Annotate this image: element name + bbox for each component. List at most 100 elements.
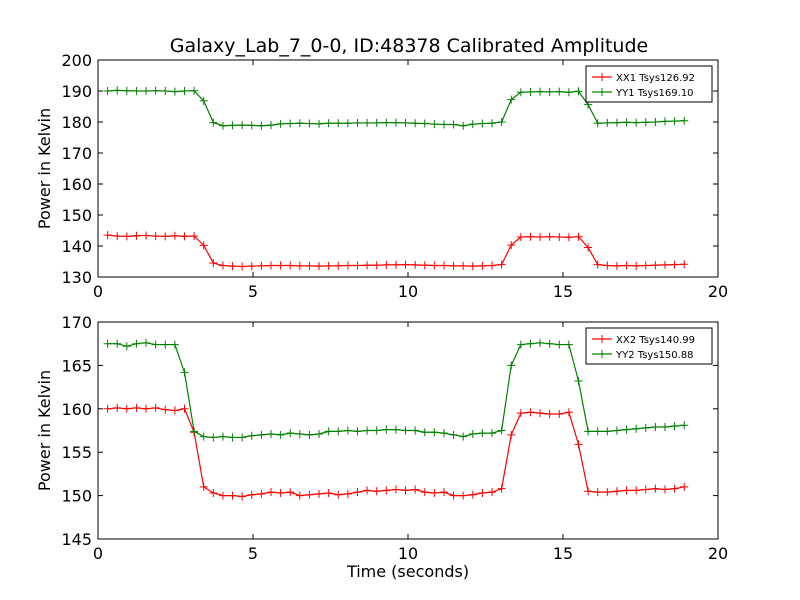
data-point [161, 405, 170, 414]
data-point [603, 118, 612, 127]
data-point [459, 261, 468, 270]
data-point [209, 488, 218, 497]
y-tick-label: 165 [61, 356, 92, 375]
y-tick-label: 170 [61, 313, 92, 332]
data-point [247, 262, 256, 271]
data-point [257, 261, 266, 270]
data-point [497, 484, 506, 493]
data-point [459, 432, 468, 441]
data-point [391, 425, 400, 434]
data-point [420, 261, 429, 270]
data-point [372, 261, 381, 270]
data-point [622, 425, 631, 434]
y-tick-label: 190 [61, 82, 92, 101]
data-point [324, 488, 333, 497]
series-xx1 [103, 231, 689, 271]
data-point [603, 488, 612, 497]
data-point [286, 429, 295, 438]
data-point [132, 87, 141, 95]
data-point [247, 121, 256, 130]
data-point [218, 261, 227, 270]
data-point [132, 231, 141, 240]
data-point [228, 121, 237, 130]
data-point [411, 426, 420, 435]
data-point [545, 410, 554, 419]
data-point [286, 119, 295, 128]
data-point [680, 421, 689, 430]
data-point [382, 118, 391, 127]
data-point [199, 96, 208, 105]
series-yy2 [103, 338, 689, 442]
data-point [574, 87, 583, 96]
x-tick-label: 10 [398, 282, 418, 301]
y-axis-label: Power in Kelvin [35, 108, 54, 229]
data-point [238, 492, 247, 501]
data-point [257, 430, 266, 439]
data-point [680, 482, 689, 491]
data-point [305, 430, 314, 439]
data-point [372, 426, 381, 435]
top-plot: 0 5 10 15 20 130 140 150 160 170 180 190 200 Power in… [35, 51, 728, 301]
data-point [555, 410, 564, 419]
data-point [603, 427, 612, 436]
data-point [257, 489, 266, 498]
data-point [632, 118, 641, 127]
data-point [430, 428, 439, 437]
data-point [209, 118, 218, 127]
data-point [199, 241, 208, 250]
x-tick-label: 5 [248, 544, 258, 563]
data-point [238, 433, 247, 442]
data-point [468, 429, 477, 438]
data-point [151, 232, 160, 241]
data-point [122, 342, 131, 351]
data-point [276, 261, 285, 270]
data-point [641, 423, 650, 432]
data-point [401, 486, 410, 495]
data-point [122, 404, 131, 413]
data-point [286, 261, 295, 270]
data-point [593, 427, 602, 436]
data-point [612, 261, 621, 270]
data-point [142, 231, 151, 240]
data-point [132, 339, 141, 348]
data-point [660, 485, 669, 494]
data-point [266, 261, 275, 270]
data-point [526, 87, 535, 96]
data-point [103, 339, 112, 348]
data-point [584, 427, 593, 436]
data-point [468, 490, 477, 499]
data-point [363, 261, 372, 270]
legend-marker [598, 350, 606, 358]
y-tick-label: 200 [61, 51, 92, 70]
data-point [660, 260, 669, 269]
data-point [478, 488, 487, 497]
data-point [507, 95, 516, 104]
data-point [545, 232, 554, 241]
data-point [305, 119, 314, 128]
data-point [161, 232, 170, 241]
data-point [247, 490, 256, 499]
data-point [391, 260, 400, 269]
data-point [132, 403, 141, 412]
bottom-plot: 0 5 10 15 20 145 150 155 160 165 170 Power in Kelvi… [35, 313, 728, 581]
data-point [632, 486, 641, 495]
data-point [190, 86, 199, 95]
data-point [266, 429, 275, 438]
data-point [391, 485, 400, 494]
y-tick-label: 155 [61, 443, 92, 462]
data-point [142, 87, 151, 95]
data-point [420, 428, 429, 437]
data-point [305, 261, 314, 270]
data-point [507, 430, 516, 439]
data-point [353, 261, 362, 270]
data-point [516, 340, 525, 349]
data-point [641, 485, 650, 494]
data-point [564, 340, 573, 349]
data-point [593, 119, 602, 128]
data-point [411, 485, 420, 494]
x-axis-label: Time (seconds) [346, 562, 469, 581]
data-point [343, 426, 352, 435]
data-point [488, 119, 497, 128]
data-point [555, 233, 564, 242]
data-point [478, 261, 487, 270]
